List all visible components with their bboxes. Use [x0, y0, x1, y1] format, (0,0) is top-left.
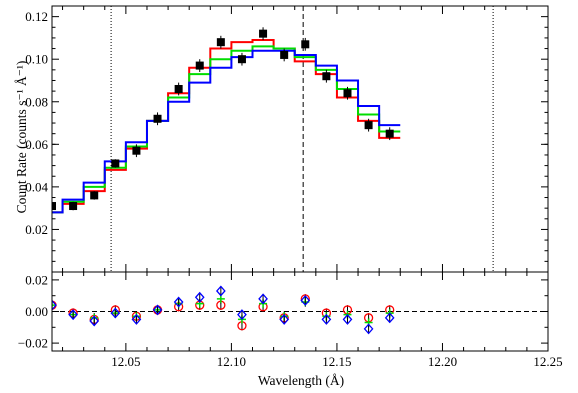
data-point [216, 38, 225, 47]
residual-panel: −0.02 0.00 0.02 12.05 12.10 12.15 12.20 12.25 [18, 271, 563, 369]
data-point [343, 89, 352, 98]
data-point [195, 61, 204, 70]
residual-point [279, 313, 290, 325]
top-panel-frame [51, 5, 549, 273]
data-point [301, 40, 310, 49]
residual-point [258, 293, 268, 305]
data-point [364, 121, 373, 130]
data-point [52, 202, 56, 211]
residual-point [152, 304, 163, 316]
residual-point [363, 323, 374, 335]
x-tick-label: 12.05 [111, 354, 140, 369]
residual-point [52, 301, 56, 310]
data-point [385, 129, 394, 138]
residual-point [300, 294, 311, 306]
model-step-3 [52, 49, 401, 214]
residual-point [52, 299, 57, 311]
residual-point [131, 313, 142, 325]
y-tick-label: 0.08 [25, 94, 48, 109]
residual-point [173, 296, 184, 308]
data-point [280, 50, 289, 59]
data-point [237, 55, 246, 64]
residual-point [342, 313, 353, 325]
y-tick-label: 0.10 [25, 52, 48, 67]
residual-point [68, 309, 78, 321]
y-tick-label: 0.02 [25, 222, 48, 237]
data-points [52, 27, 394, 211]
x-axis-label: Wavelength (Å) [258, 373, 344, 388]
y-tick-label: 0.12 [25, 9, 48, 24]
x-tick-label: 12.10 [217, 354, 246, 369]
residual-points [52, 285, 395, 335]
y-tick-label: 0.02 [25, 272, 48, 287]
data-point [132, 146, 141, 155]
residual-point [237, 309, 247, 321]
top-panel: 0.02 0.04 0.06 0.08 0.10 0.12 [25, 5, 549, 273]
residual-point [384, 312, 395, 324]
residual-point [194, 291, 205, 303]
x-tick-label: 12.15 [322, 354, 351, 369]
residual-point [110, 307, 121, 319]
residual-point [321, 313, 332, 325]
data-point [111, 159, 120, 168]
model-curves [52, 39, 401, 214]
residual-point [215, 285, 226, 297]
data-point [69, 202, 78, 211]
residual-point [89, 315, 100, 327]
data-point [174, 84, 183, 93]
data-point [322, 72, 331, 81]
y-tick-label: 0.00 [25, 304, 48, 319]
y-axis-label: Count Rate (counts s⁻¹ Å⁻¹) [14, 61, 29, 214]
data-point [259, 29, 268, 38]
x-tick-label: 12.25 [533, 354, 562, 369]
data-point [153, 114, 162, 123]
x-tick-label: 12.20 [428, 354, 457, 369]
model-step-2 [52, 45, 401, 214]
y-tick-label: 0.04 [25, 179, 48, 194]
y-tick-label: −0.02 [18, 336, 48, 351]
data-point [90, 191, 99, 200]
y-tick-label: 0.06 [25, 137, 48, 152]
